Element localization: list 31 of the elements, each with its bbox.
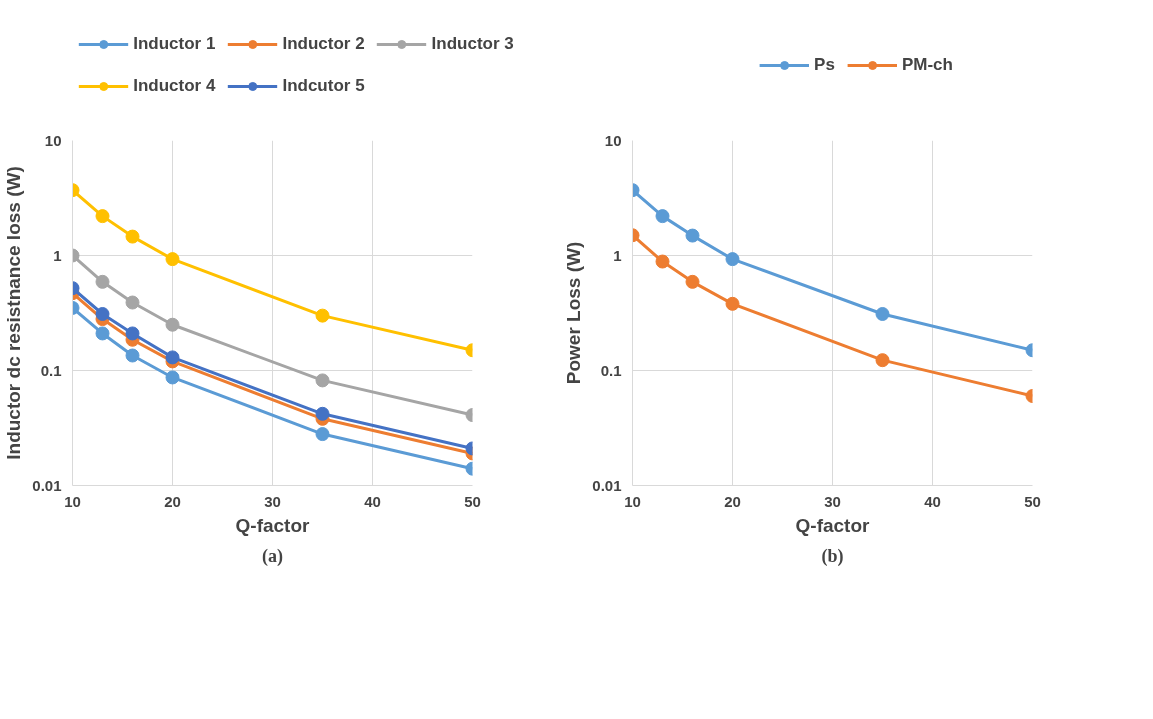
x-tick-label: 10 bbox=[624, 492, 641, 510]
y-tick-label: 1 bbox=[53, 246, 62, 264]
x-tick-label: 20 bbox=[724, 492, 741, 510]
legend-label: PM-ch bbox=[901, 54, 953, 76]
text: (a) bbox=[262, 545, 284, 567]
legend-label: Inductor 4 bbox=[133, 75, 216, 97]
y-tick-label: 10 bbox=[44, 131, 62, 149]
x-tick-label: 20 bbox=[164, 492, 181, 510]
y-tick-label: 0.01 bbox=[32, 476, 62, 494]
x-tick-label: 40 bbox=[924, 492, 941, 510]
x-tick-label: 50 bbox=[464, 492, 481, 510]
y-tick-label: 0.01 bbox=[592, 476, 622, 494]
text: (b) bbox=[821, 545, 844, 567]
x-tick-label: 50 bbox=[1024, 492, 1041, 510]
y-axis-title: Power Loss (W) bbox=[563, 241, 585, 385]
x-tick-label: 40 bbox=[364, 492, 381, 510]
x-axis-title: Q-factor bbox=[235, 514, 311, 536]
y-tick-label: 10 bbox=[604, 131, 622, 149]
legend-label: Inductor 1 bbox=[133, 33, 216, 55]
y-tick-label: 0.1 bbox=[600, 361, 622, 379]
legend-label: Indcutor 5 bbox=[282, 75, 365, 97]
x-axis-title: Q-factor bbox=[795, 514, 871, 536]
x-tick-label: 30 bbox=[824, 492, 841, 510]
y-axis-title: Inductor dc resistnance loss (W) bbox=[3, 166, 25, 460]
y-tick-label: 0.1 bbox=[40, 361, 62, 379]
y-tick-label: 1 bbox=[613, 246, 622, 264]
x-tick-label: 30 bbox=[264, 492, 281, 510]
legend-label: Inductor 3 bbox=[431, 33, 514, 55]
legend-label: Ps bbox=[814, 54, 835, 76]
x-tick-label: 10 bbox=[64, 492, 81, 510]
legend-label: Inductor 2 bbox=[282, 33, 365, 55]
